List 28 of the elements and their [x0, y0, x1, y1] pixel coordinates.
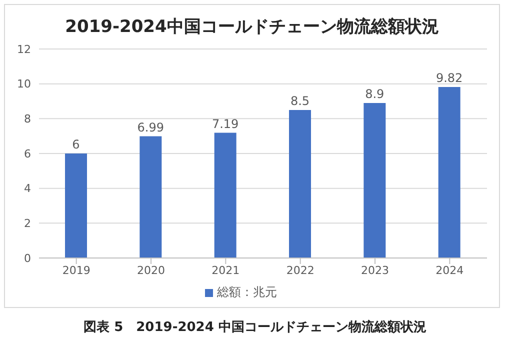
data-label: 8.5 — [290, 94, 310, 108]
y-tick-label: 4 — [24, 182, 31, 196]
x-tick-label: 2019 — [62, 264, 90, 277]
bar — [140, 136, 162, 258]
bar — [65, 154, 87, 258]
y-tick-label: 12 — [17, 42, 31, 56]
y-tick-label: 10 — [17, 78, 31, 91]
x-tick-label: 2023 — [361, 264, 389, 277]
y-tick-label: 2 — [24, 217, 31, 230]
x-tick-label: 2022 — [286, 264, 314, 277]
bar — [364, 102, 386, 258]
x-tick-label: 2020 — [137, 264, 165, 277]
y-tick-label: 0 — [24, 252, 31, 265]
data-label: 6 — [72, 138, 80, 152]
data-label: 9.82 — [436, 70, 463, 85]
x-tick-label: 2021 — [212, 264, 240, 277]
y-tick-label: 6 — [24, 147, 31, 160]
text: 図表 5 2019-2024 中国コールドチェーン物流総額状況 — [82, 318, 428, 336]
data-label: 6.99 — [137, 120, 164, 134]
legend-label: 総額：兆元 — [217, 285, 277, 299]
data-label: 8.9 — [365, 86, 384, 101]
chart-title: 2019-2024中国コールドチェーン物流総額状況 — [64, 16, 440, 39]
data-label: 7.19 — [212, 116, 239, 131]
x-tick-label: 2024 — [436, 264, 464, 277]
y-tick-label: 8 — [24, 112, 31, 126]
bar — [438, 86, 460, 258]
bar — [214, 132, 236, 258]
bar — [289, 110, 311, 258]
